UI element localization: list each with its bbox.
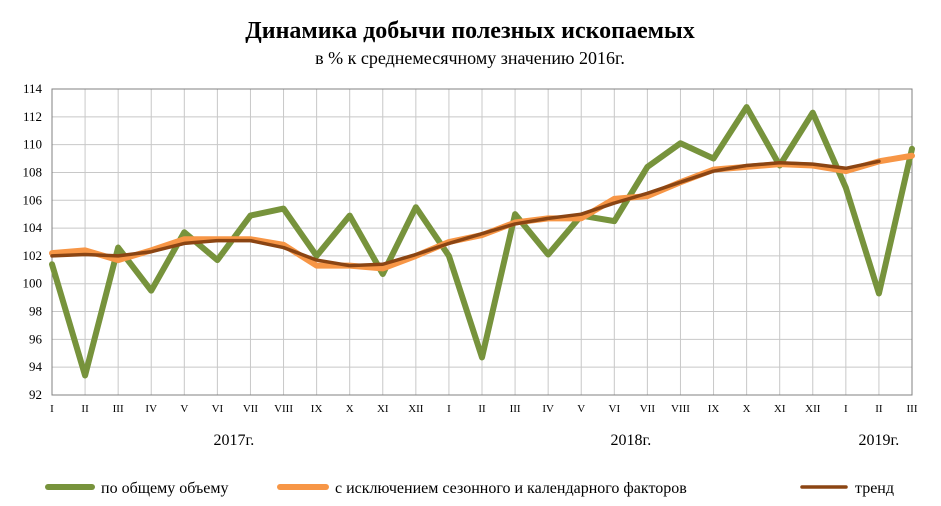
y-tick-label: 106: [23, 192, 43, 207]
legend-label: с исключением сезонного и календарного ф…: [335, 480, 687, 497]
x-tick-label: XII: [805, 403, 821, 415]
y-tick-label: 100: [23, 276, 43, 291]
year-label: 2019г.: [859, 432, 900, 449]
legend-label: тренд: [855, 480, 894, 497]
x-tick-label: VIII: [274, 403, 293, 415]
x-tick-label: III: [113, 403, 124, 415]
x-tick-label: III: [907, 403, 918, 415]
y-tick-label: 102: [23, 248, 43, 263]
x-tick-label: XI: [774, 403, 786, 415]
plot-area-border: [51, 88, 913, 396]
y-tick-label: 98: [29, 304, 42, 319]
x-tick-label: X: [346, 403, 354, 415]
y-tick-label: 108: [23, 164, 43, 179]
x-tick-label: II: [875, 403, 883, 415]
x-tick-label: VI: [609, 403, 621, 415]
x-tick-label: V: [180, 403, 188, 415]
x-tick-label: VII: [243, 403, 259, 415]
series-line-3: [50, 159, 881, 268]
legend: по общему объему с исключением сезонного …: [45, 480, 894, 497]
x-tick-label: II: [81, 403, 89, 415]
x-tick-label: XII: [408, 403, 424, 415]
x-tick-label: XI: [377, 403, 389, 415]
y-tick-label: 92: [29, 387, 42, 402]
chart-subtitle: в % к среднемесячному значению 2016г.: [315, 48, 625, 68]
x-tick-label: I: [50, 403, 54, 415]
y-tick-label: 104: [23, 220, 43, 235]
y-tick-label: 96: [29, 331, 43, 346]
x-tick-label: I: [844, 403, 848, 415]
x-tick-label: IX: [708, 403, 720, 415]
axes: [51, 88, 913, 396]
y-tick-label: 94: [29, 359, 43, 374]
x-tick-label: I: [447, 403, 451, 415]
y-tick-label: 110: [23, 137, 42, 152]
series-lines: [49, 104, 915, 379]
x-tick-label: IV: [145, 403, 157, 415]
legend-label: по общему объему: [101, 480, 229, 497]
year-label: 2017г.: [214, 432, 255, 449]
y-tick-label: 112: [23, 109, 42, 124]
x-tick-label: IV: [542, 403, 554, 415]
chart-title: Динамика добычи полезных ископаемых: [245, 18, 694, 44]
x-tick-label: VI: [212, 403, 224, 415]
x-tick-label: VII: [640, 403, 656, 415]
x-tick-label: III: [510, 403, 521, 415]
x-tick-label: V: [577, 403, 585, 415]
x-tick-label: II: [478, 403, 486, 415]
x-tick-label: VIII: [671, 403, 690, 415]
y-tick-label: 114: [23, 81, 43, 96]
year-label: 2018г.: [610, 432, 651, 449]
x-tick-label: IX: [311, 403, 323, 415]
x-tick-label: X: [743, 403, 751, 415]
